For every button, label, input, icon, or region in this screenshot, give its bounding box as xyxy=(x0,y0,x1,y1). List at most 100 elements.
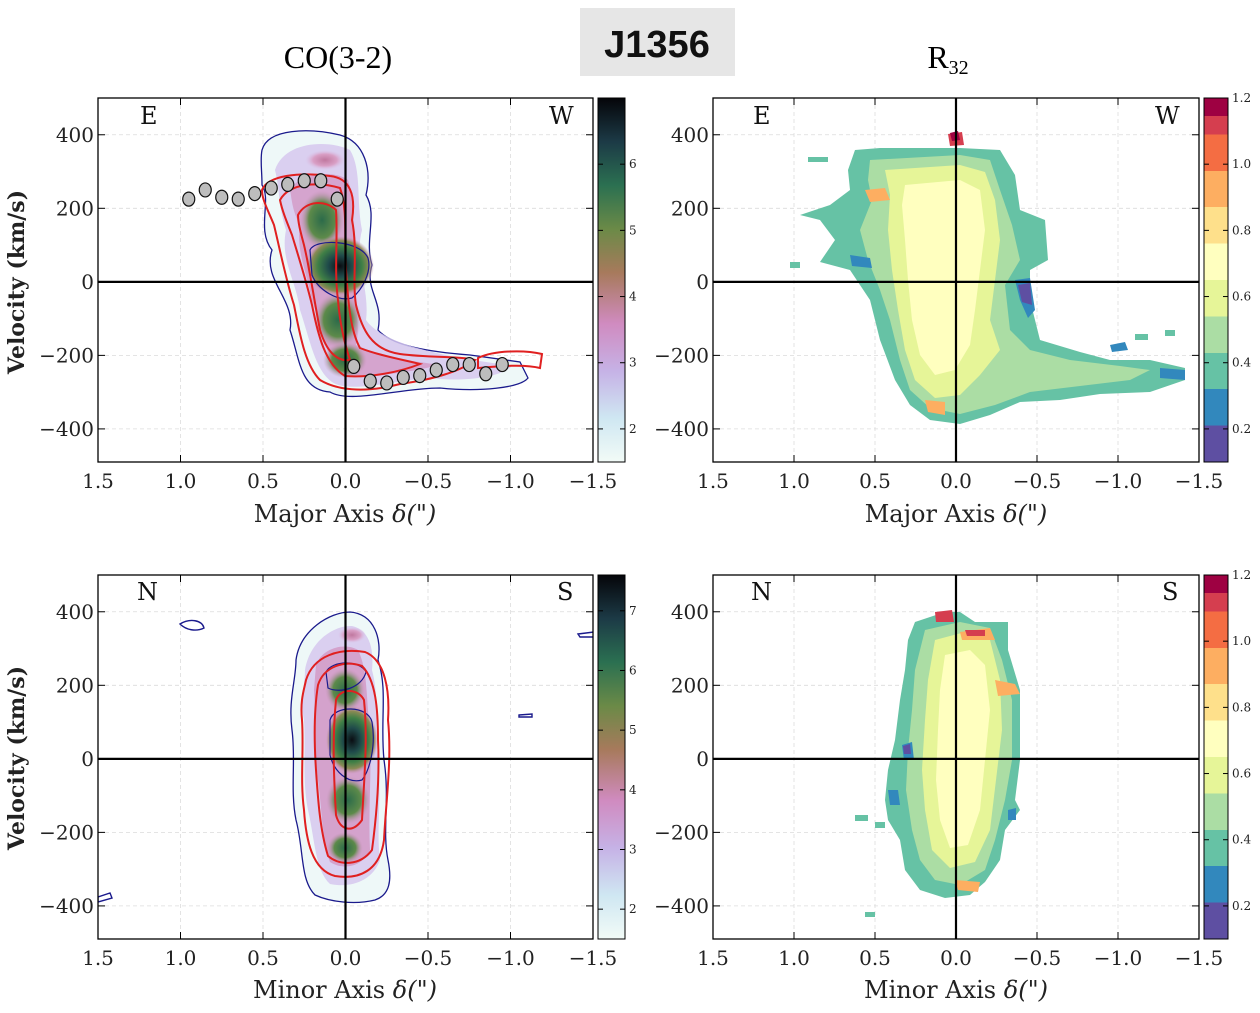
x-tick-label: −0.5 xyxy=(1013,469,1062,493)
x-tick-label: −1.5 xyxy=(1175,469,1224,493)
rotation-point xyxy=(462,356,476,373)
colorbar-tick-label: 6 xyxy=(629,663,637,677)
rotation-point xyxy=(231,191,245,207)
colorbar-tick-label: 0.2 xyxy=(1232,422,1251,436)
colorbar-tick-label: 1.0 xyxy=(1232,634,1251,648)
x-tick-label: 0.0 xyxy=(330,946,362,970)
corner-label-left: N xyxy=(137,578,158,606)
colorbar-tick-label: 4 xyxy=(629,290,637,304)
x-tick-label: −0.5 xyxy=(404,946,453,970)
x-tick-label: 0.0 xyxy=(330,469,362,493)
colorbar xyxy=(1203,97,1229,463)
corner-label-right: W xyxy=(1155,102,1180,130)
x-axis-label: Major Axis δ(") xyxy=(865,500,1048,528)
y-tick-label: 0 xyxy=(81,747,94,771)
co-blob-2 xyxy=(326,776,370,824)
r32-region-orange xyxy=(955,628,1020,892)
corner-label-right: S xyxy=(1162,578,1178,606)
x-axis-label: Major Axis δ(") xyxy=(254,500,437,528)
rotation-point xyxy=(446,356,460,373)
y-tick-label: 0 xyxy=(696,747,709,771)
y-tick-label: −200 xyxy=(39,820,94,844)
r32-region-cream xyxy=(936,650,990,848)
x-tick-label: 1.0 xyxy=(165,946,197,970)
colorbar-tick-label: 5 xyxy=(629,223,637,237)
y-tick-label: −400 xyxy=(654,417,709,441)
y-tick-label: −400 xyxy=(654,894,709,918)
red-contour-outer xyxy=(260,173,478,391)
colorbar-tick-label: 1.0 xyxy=(1232,157,1251,171)
y-tick-label: −400 xyxy=(39,417,94,441)
colorbar-tick-label: 3 xyxy=(629,356,637,370)
colorbar xyxy=(1203,574,1229,940)
x-tick-label: −1.0 xyxy=(486,946,535,970)
y-tick-label: −200 xyxy=(654,343,709,367)
y-tick-label: 400 xyxy=(671,123,709,147)
y-tick-label: −200 xyxy=(654,820,709,844)
panel-r32-major: 1.5 1.0 0.5 0.0 −0.5 −1.0 −1.54002000−200−400 … xyxy=(654,91,1251,528)
corner-label-left: N xyxy=(751,578,772,606)
colorbar xyxy=(597,97,626,463)
rotation-point xyxy=(330,191,344,207)
colorbar-tick-label: 6 xyxy=(629,157,637,171)
x-tick-label: 1.5 xyxy=(82,946,114,970)
x-tick-label: 1.5 xyxy=(697,469,729,493)
rotation-point xyxy=(396,369,410,386)
rotation-point xyxy=(380,375,394,391)
red-contour-outer xyxy=(300,650,391,878)
red-contour-mid xyxy=(313,662,380,864)
y-tick-label: 400 xyxy=(56,123,94,147)
colorbar-tick-label: 0.8 xyxy=(1232,700,1251,714)
x-tick-label: 1.0 xyxy=(165,469,197,493)
title-box xyxy=(580,8,735,76)
figure-title: J1356 xyxy=(604,24,710,66)
x-tick-label: 1.5 xyxy=(697,946,729,970)
x-axis-label: Minor Axis δ(") xyxy=(253,976,437,1004)
colorbar-tick-label: 0.8 xyxy=(1232,223,1251,237)
x-tick-label: 0.5 xyxy=(859,469,891,493)
x-axis-label: Minor Axis δ(") xyxy=(864,976,1048,1004)
colorbar-tick-label: 0.6 xyxy=(1232,767,1251,781)
y-tick-label: 200 xyxy=(671,196,709,220)
colorbar-tick-label: 3 xyxy=(629,842,637,856)
x-tick-label: −1.5 xyxy=(1175,946,1224,970)
r32-specks xyxy=(855,815,885,917)
red-contour-mid xyxy=(278,183,424,378)
x-tick-label: 0.5 xyxy=(859,946,891,970)
y-axis-label: Velocity (km/s) xyxy=(4,190,30,375)
corner-label-left: E xyxy=(140,102,158,130)
colorbar-tick-label: 4 xyxy=(629,783,637,797)
x-tick-label: 1.0 xyxy=(778,946,810,970)
rotation-point xyxy=(215,189,229,205)
x-tick-label: 0.0 xyxy=(940,469,972,493)
x-tick-label: 1.0 xyxy=(778,469,810,493)
corner-label-right: W xyxy=(549,102,574,130)
r32-region-cream xyxy=(902,180,985,375)
rotation-point xyxy=(248,185,262,202)
rotation-point xyxy=(413,367,427,384)
y-tick-label: −200 xyxy=(39,343,94,367)
r32-region-blue xyxy=(850,255,1185,380)
red-contour-inner xyxy=(332,690,367,830)
r32-region-red xyxy=(935,610,985,636)
colorbar-tick-label: 0.2 xyxy=(1232,899,1251,913)
rotation-point xyxy=(198,182,212,198)
corner-label-right: S xyxy=(557,578,573,606)
y-tick-label: 200 xyxy=(56,196,94,220)
colorbar-tick-label: 7 xyxy=(629,604,637,618)
colorbar-tick-label: 5 xyxy=(629,723,637,737)
rotation-point xyxy=(479,366,493,382)
r32-region-purple xyxy=(1018,283,1032,305)
rotation-point xyxy=(182,191,196,207)
y-tick-label: 0 xyxy=(81,270,94,294)
column-title-r32: R32 xyxy=(927,39,968,79)
rotation-point xyxy=(281,176,295,193)
panel-co-major: 1.5 1.0 0.5 0.0 −0.5 −1.0 −1.54002000−200−400 … xyxy=(4,97,637,528)
y-tick-label: 0 xyxy=(696,270,709,294)
x-tick-label: 0.0 xyxy=(940,946,972,970)
x-tick-label: −0.5 xyxy=(404,469,453,493)
colorbar-tick-label: 1.2 xyxy=(1232,568,1251,582)
colorbar-tick-label: 2 xyxy=(629,422,637,436)
r32-region-purple xyxy=(903,744,911,754)
colorbar-tick-label: 0.6 xyxy=(1232,290,1251,304)
